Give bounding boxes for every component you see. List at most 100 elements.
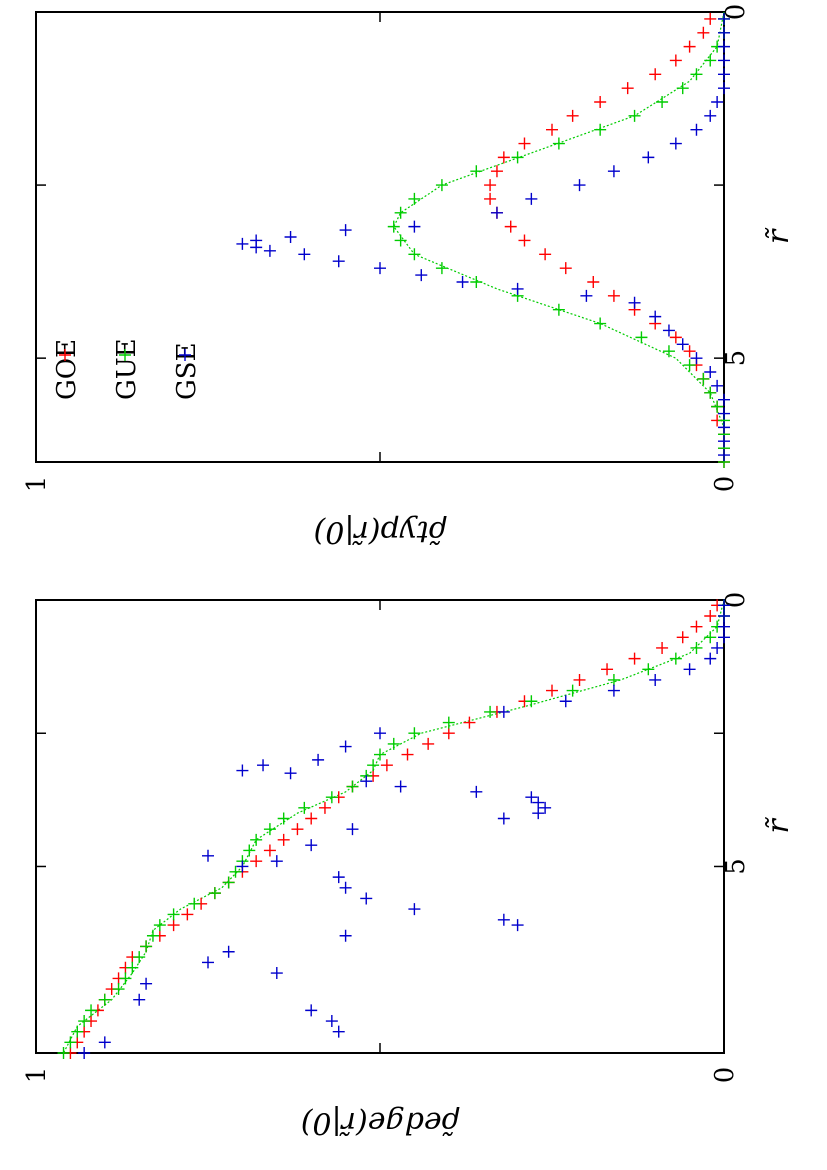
marker-gue	[470, 276, 483, 288]
marker-gue	[635, 331, 648, 344]
marker-gue	[78, 1015, 91, 1028]
marker-gse	[718, 631, 730, 644]
marker-gse	[470, 785, 483, 798]
marker-gue	[387, 220, 400, 233]
marker-gse	[607, 165, 620, 178]
marker-gse	[690, 352, 703, 365]
legend-label: GSE	[172, 342, 202, 400]
marker-gse	[257, 759, 270, 772]
y-axis-label: ρ̃typ(r̃|0)	[314, 514, 448, 549]
marker-gse	[298, 248, 311, 261]
marker-gse	[573, 179, 586, 192]
marker-goe	[484, 192, 497, 205]
marker-gse	[649, 310, 662, 323]
marker-gse	[711, 96, 724, 108]
marker-gse	[539, 801, 552, 814]
marker-gse	[332, 255, 345, 268]
marker-gue	[676, 82, 689, 95]
marker-goe	[484, 179, 497, 192]
marker-goe	[518, 234, 531, 247]
marker-goe	[291, 823, 304, 836]
marker-gue	[607, 673, 620, 686]
marker-goe	[676, 631, 689, 644]
marker-gse	[408, 903, 421, 916]
x-axis-label: r̃	[761, 816, 796, 833]
marker-gue	[470, 165, 483, 178]
marker-gse	[456, 276, 469, 288]
marker-gse	[339, 881, 352, 894]
marker-gue	[669, 652, 682, 665]
marker-gse	[78, 1047, 91, 1059]
marker-gse	[718, 449, 730, 462]
marker-gse	[284, 767, 297, 780]
marker-goe	[594, 96, 607, 108]
marker-gse	[690, 123, 703, 136]
marker-gse	[408, 220, 421, 233]
marker-goe	[559, 262, 572, 275]
legend-label: GUE	[112, 338, 142, 400]
marker-goe	[573, 673, 586, 686]
marker-gse	[525, 192, 538, 205]
marker-gse	[339, 224, 352, 237]
marker-gse	[202, 849, 214, 862]
marker-goe	[277, 833, 290, 846]
marker-goe	[683, 345, 696, 358]
marker-gue	[71, 1025, 84, 1038]
marker-gue	[325, 791, 338, 804]
marker-goe	[697, 26, 710, 39]
chart-panel-2: 0 5 0 1 r̃ ρ̃edge(r̃|0)	[22, 592, 796, 1140]
marker-gse	[718, 82, 730, 95]
marker-gse	[222, 945, 235, 958]
marker-gue	[112, 983, 125, 996]
marker-gse	[374, 727, 386, 740]
marker-gse	[649, 673, 662, 686]
marker-gue	[552, 137, 565, 150]
marker-gue	[511, 151, 524, 164]
marker-goe	[539, 248, 552, 261]
marker-gue	[250, 833, 263, 846]
marker-gse	[683, 663, 696, 676]
marker-gse	[339, 740, 352, 753]
marker-gue	[566, 684, 579, 697]
marker-gue	[167, 908, 180, 921]
marker-goe	[704, 609, 717, 622]
marker-gse	[374, 262, 386, 275]
marker-goe	[704, 12, 717, 25]
marker-gse	[339, 929, 352, 942]
marker-gse	[250, 241, 263, 254]
marker-gse	[628, 296, 641, 309]
marker-gue	[119, 972, 132, 985]
marker-goe	[566, 109, 579, 122]
marker-goe	[669, 331, 682, 344]
marker-gue	[408, 192, 421, 205]
marker-goe	[601, 663, 614, 676]
marker-goe	[504, 220, 517, 233]
marker-gse	[511, 282, 524, 295]
legend-marker	[119, 349, 131, 361]
marker-gse	[263, 244, 276, 257]
marker-gse	[532, 796, 545, 809]
marker-goe	[546, 684, 558, 697]
marker-gue	[243, 844, 256, 857]
marker-gue	[374, 748, 386, 761]
marker-gse	[718, 435, 730, 448]
fit-curve	[62, 599, 725, 1054]
marker-goe	[463, 716, 476, 729]
marker-gse	[718, 12, 730, 25]
marker-gse	[718, 26, 730, 39]
marker-gue	[394, 206, 407, 219]
marker-gue	[146, 929, 159, 942]
marker-gse	[415, 269, 428, 282]
fit-curve	[393, 11, 725, 462]
marker-gue	[126, 961, 139, 974]
marker-goe	[305, 812, 318, 825]
marker-gue	[208, 887, 221, 900]
marker-goe	[181, 908, 194, 921]
marker-gse	[718, 54, 730, 67]
marker-goe	[587, 276, 600, 288]
marker-gse	[346, 823, 359, 836]
marker-gue	[484, 705, 497, 718]
marker-goe	[656, 641, 669, 654]
marker-gse	[312, 753, 325, 766]
